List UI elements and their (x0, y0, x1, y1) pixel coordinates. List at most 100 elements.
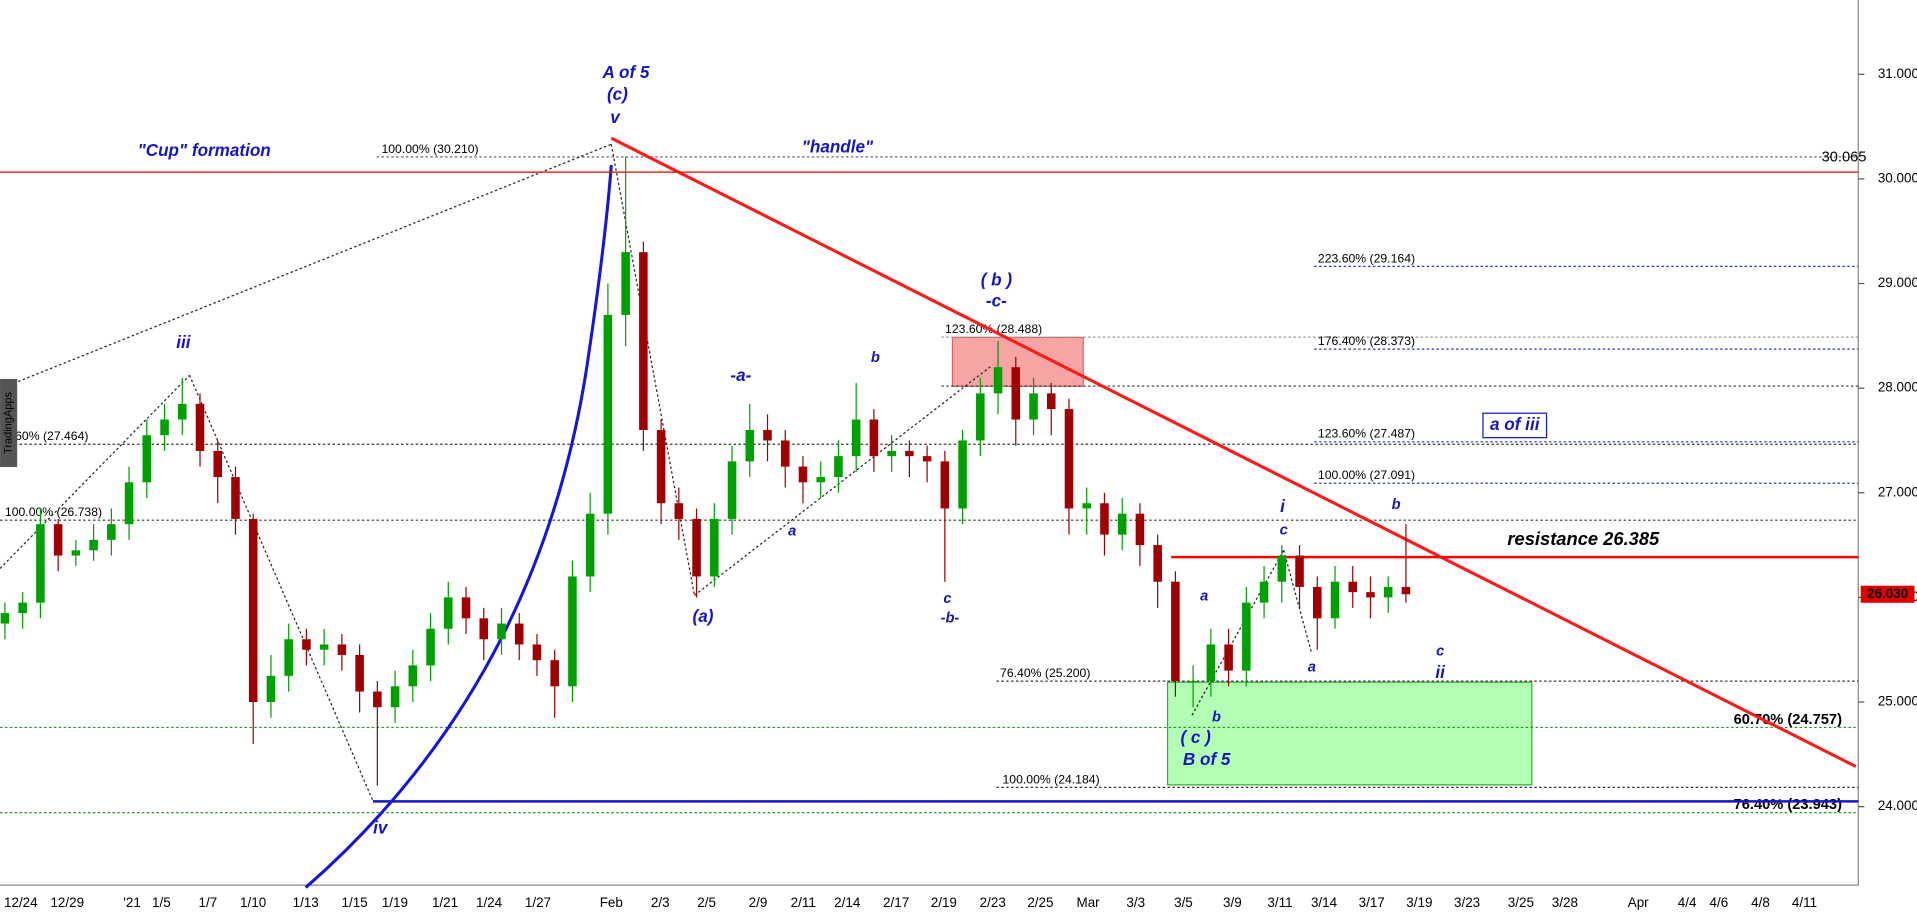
candle-body (727, 461, 737, 519)
x-tick-label: 4/4 (1678, 895, 1697, 910)
candle-body (1242, 602, 1251, 671)
x-tick-label: 2/17 (883, 895, 909, 910)
fib-level-label: 76.40% (23.943) (1734, 797, 1842, 813)
candle-body (71, 550, 81, 556)
wave-annotation: b (1392, 497, 1401, 513)
fib-level-label: 123.60% (27.487) (1318, 427, 1415, 441)
candle-body (905, 450, 914, 457)
candle-body (1206, 644, 1216, 682)
candle-body (124, 482, 134, 525)
candle-body (89, 539, 98, 551)
candle-body (426, 628, 435, 666)
candle-body (976, 393, 985, 441)
fib-level-label: 176.40% (28.373) (1318, 334, 1415, 348)
candle-body (869, 419, 879, 457)
candle-body (1277, 555, 1287, 582)
candle-body (1100, 503, 1109, 535)
x-tick-label: 1/24 (476, 895, 503, 910)
candle-body (1117, 513, 1127, 535)
fib-level-label: 100.00% (30.210) (381, 142, 478, 156)
wave-guide (0, 374, 190, 569)
candle-body (1011, 367, 1021, 420)
wave-guide (188, 375, 374, 801)
candle-body (745, 429, 755, 462)
candle-body (266, 675, 276, 703)
x-tick-label: '21 (123, 895, 141, 910)
candle-body (922, 456, 932, 462)
candle-body (1046, 393, 1056, 410)
candle-body (337, 644, 347, 655)
wave-annotation: c (1280, 522, 1288, 538)
x-tick-label: 1/13 (293, 895, 319, 910)
wave-guide (610, 144, 696, 596)
x-tick-label: 1/10 (240, 895, 266, 910)
wave-annotation: a of iii (1490, 415, 1541, 434)
candle-body (656, 429, 666, 504)
candle-body (692, 518, 701, 577)
candle-body (1153, 545, 1162, 582)
wave-annotation: c (1436, 643, 1444, 659)
candle-body (0, 613, 10, 624)
x-tick-label: 3/3 (1126, 895, 1145, 910)
candle-body (36, 524, 45, 603)
candle-body (284, 639, 293, 676)
candle-body (1295, 555, 1304, 587)
fib-level-label: 60.70% (24.757) (1734, 712, 1842, 728)
watermark-box (0, 378, 18, 468)
wave-annotation: a (788, 524, 796, 540)
x-tick-label: 2/19 (931, 895, 957, 910)
wave-annotation: B of 5 (1183, 750, 1231, 769)
candle-body (373, 691, 382, 708)
x-tick-label: 1/7 (199, 895, 218, 910)
candle-body (479, 618, 489, 640)
candle-body (532, 644, 542, 661)
x-tick-label: 4/6 (1710, 895, 1729, 910)
x-tick-label: Feb (600, 895, 623, 910)
candle-body (1064, 409, 1074, 509)
wave-guide (1191, 549, 1285, 716)
x-tick-label: 2/9 (749, 895, 768, 910)
price-line-label: resistance 26.385 (1507, 528, 1660, 549)
x-tick-label: 2/14 (834, 895, 861, 910)
x-tick-label: 12/29 (50, 895, 84, 910)
x-tick-label: 3/28 (1552, 895, 1578, 910)
candle-body (107, 524, 116, 540)
wave-annotation: iii (176, 333, 192, 352)
candle-body (142, 435, 152, 483)
candle-body (53, 524, 63, 556)
wave-annotation: "handle" (802, 137, 874, 156)
x-tick-label: 4/11 (1792, 895, 1817, 910)
y-tick-label: 28.000 (1878, 380, 1917, 395)
candle-body (1224, 644, 1233, 671)
wave-annotation: A of 5 (602, 63, 650, 82)
candle-body (195, 403, 205, 451)
watermark: TradingApps (3, 392, 15, 454)
candle-body (585, 513, 595, 577)
wave-annotation: b (1212, 709, 1221, 725)
wave-annotation: ii (1435, 663, 1446, 682)
candle-body (603, 314, 613, 514)
wave-annotation: (c) (607, 85, 628, 104)
candle-body (568, 576, 577, 687)
candle-body (18, 602, 27, 614)
candle-body (887, 450, 896, 457)
x-tick-label: Mar (1077, 895, 1101, 910)
wave-guide (694, 366, 991, 596)
wave-annotation: c (943, 591, 951, 607)
last-price-label: 26.030 (1867, 586, 1908, 601)
candle-body (1135, 513, 1145, 546)
wave-annotation: iv (373, 818, 389, 837)
fib-level-label: 123.60% (28.488) (945, 322, 1042, 336)
wave-annotation: a (1200, 588, 1208, 604)
x-tick-label: 3/14 (1311, 895, 1338, 910)
candle-body (461, 597, 471, 619)
candle-body (674, 503, 684, 519)
candle-body (1312, 586, 1322, 619)
candle-body (1348, 581, 1358, 593)
x-tick-label: 1/15 (341, 895, 367, 910)
annotation-box (1482, 412, 1548, 439)
y-tick-label: 27.000 (1878, 484, 1917, 499)
candle-body (231, 477, 240, 519)
candle-body (993, 367, 1003, 394)
